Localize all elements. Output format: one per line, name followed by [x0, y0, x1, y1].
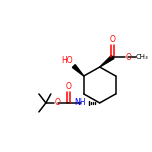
Text: O: O	[125, 53, 131, 62]
Polygon shape	[100, 55, 114, 67]
Text: O: O	[55, 98, 61, 107]
Text: O: O	[110, 35, 116, 44]
Text: HO: HO	[61, 56, 73, 65]
Text: O: O	[66, 82, 72, 91]
Text: NH: NH	[74, 98, 86, 107]
Polygon shape	[72, 65, 84, 76]
Text: CH₃: CH₃	[136, 54, 149, 60]
